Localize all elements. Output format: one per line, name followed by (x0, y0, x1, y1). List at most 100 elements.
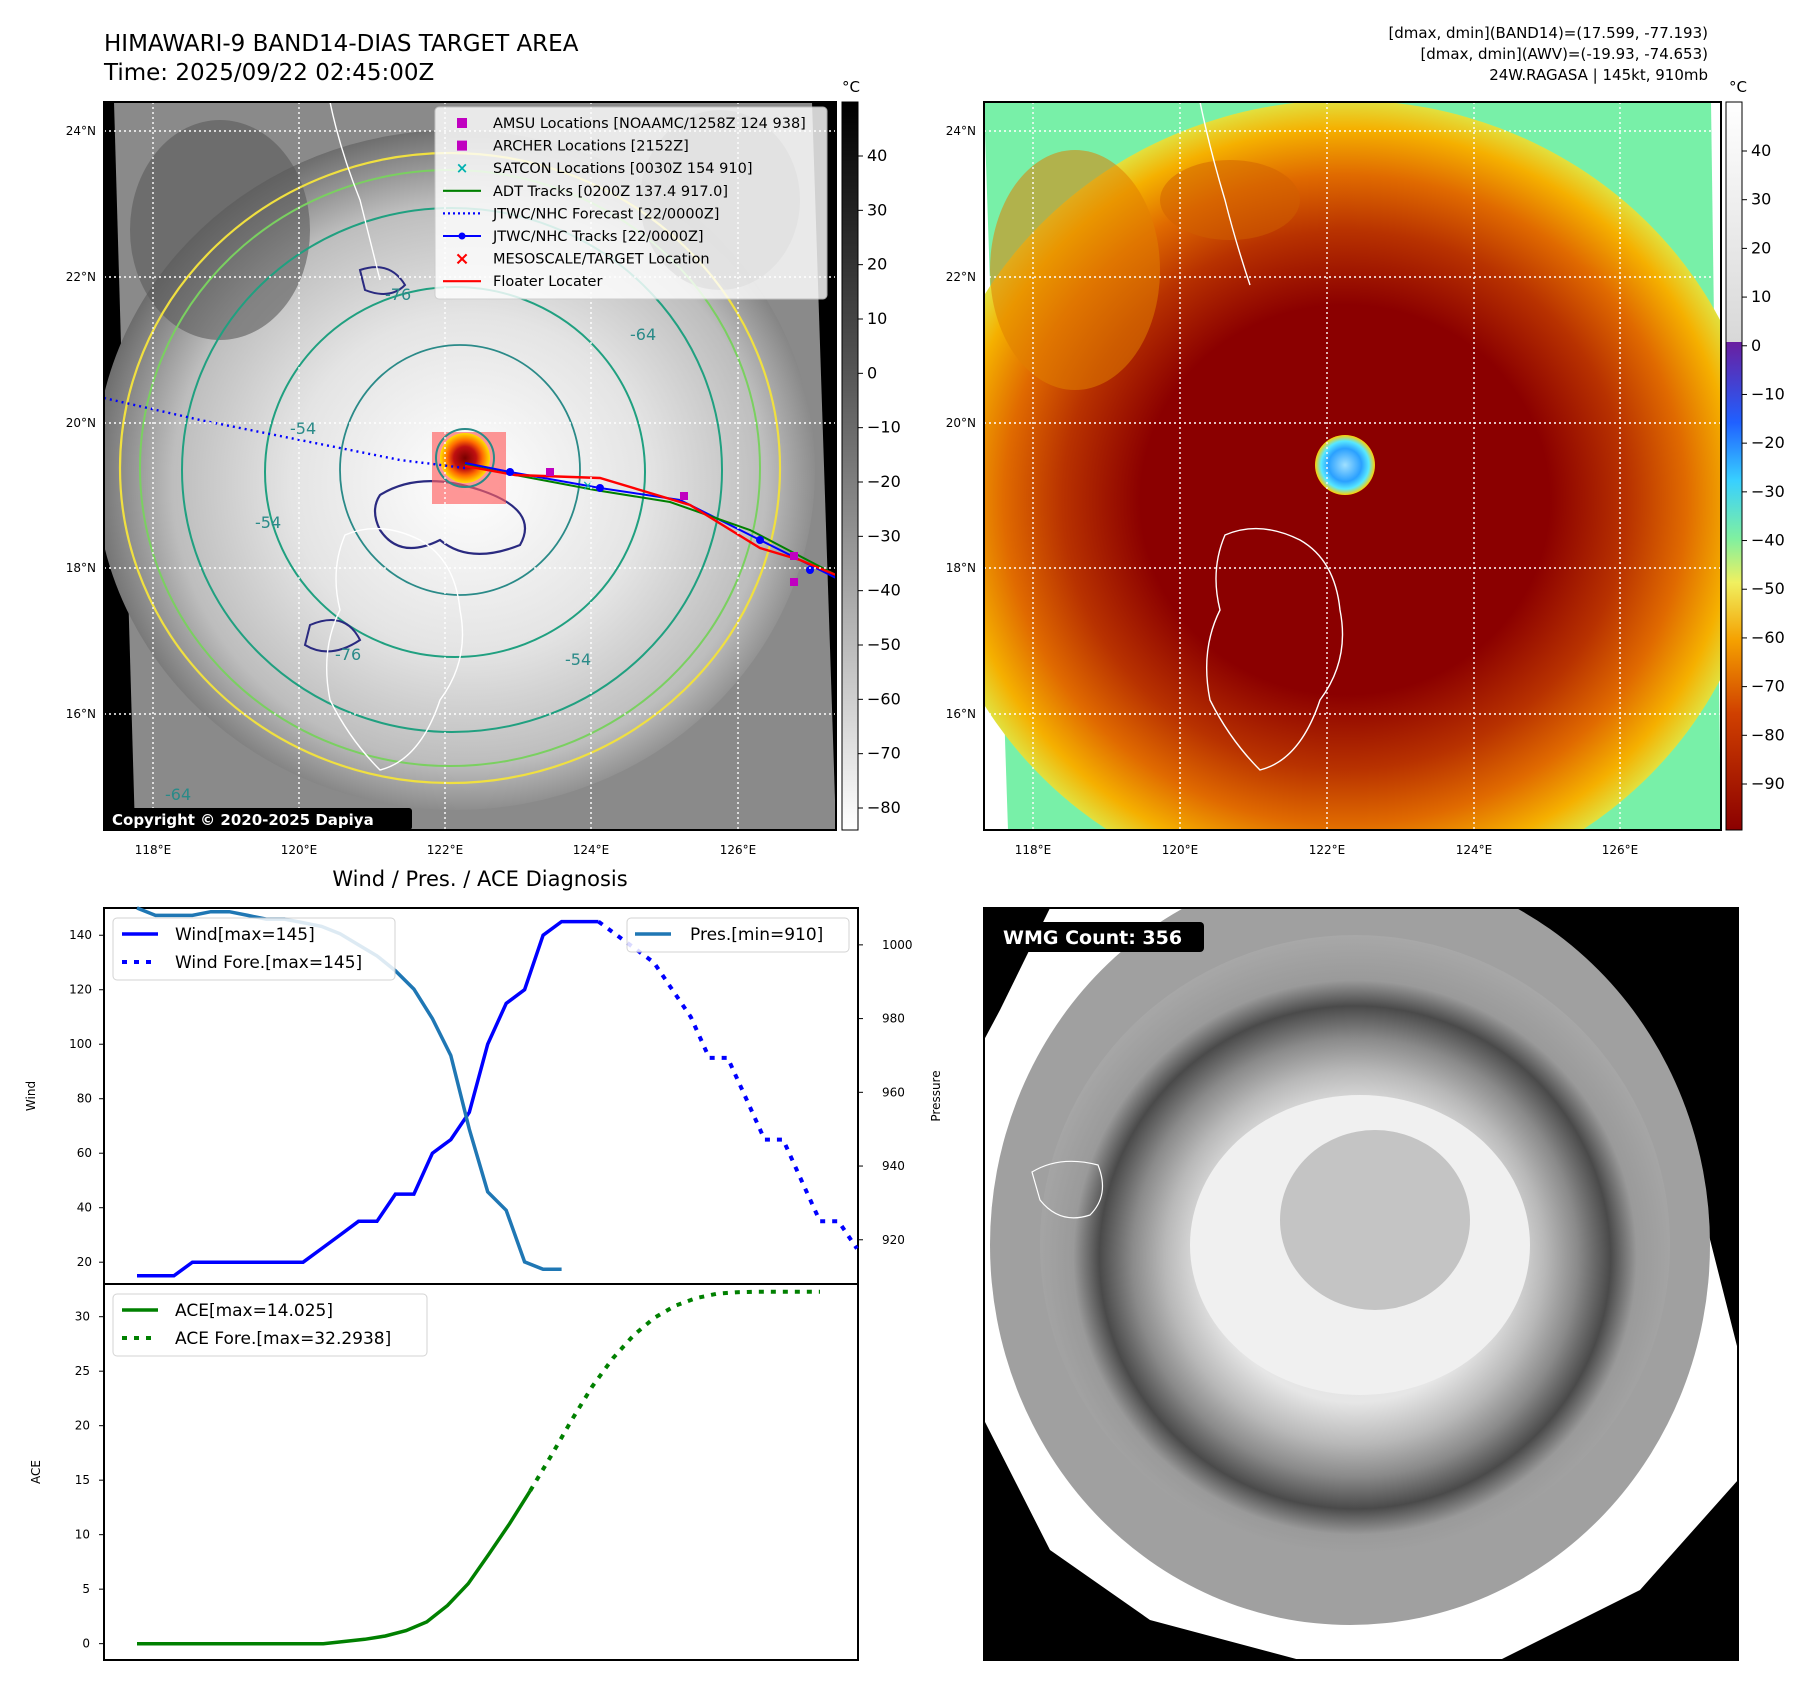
map-legend-label: JTWC/NHC Tracks [22/0000Z] (492, 229, 704, 245)
colorbar-tick-label: 0 (1751, 336, 1761, 355)
wind-tick-label: 100 (69, 1037, 92, 1051)
color-ir-map (983, 101, 1722, 831)
ace-tick-label: 5 (82, 1582, 90, 1596)
gray-colorbar: °C 40 30 20 10 0 −10 −20 −30 −40 −50 −60 −70 −80 (841, 78, 901, 831)
coastline-luzon (326, 527, 464, 771)
lat-tick: 16°N (946, 707, 976, 721)
lon-tick: 126°E (720, 843, 757, 857)
colorbar-tick-label: 10 (1751, 287, 1771, 306)
wind-tick-label: 140 (69, 928, 92, 942)
map-legend-item: JTWC/NHC Tracks [22/0000Z] (443, 229, 704, 245)
ace-tick-label: 0 (82, 1637, 90, 1651)
map-legend-label: ARCHER Locations [2152Z] (493, 139, 689, 155)
legend-marker: × (454, 249, 469, 270)
tl-lat-ticks: 24°N 22°N 20°N 18°N 16°N (66, 124, 96, 721)
legend-marker: × (456, 159, 469, 177)
contour-label: -76 (385, 285, 411, 304)
map-legend-label: JTWC/NHC Forecast [22/0000Z] (492, 206, 719, 222)
contour-navy-south (303, 619, 362, 653)
map-legend-box (434, 106, 828, 300)
ace-tick-label: 20 (75, 1419, 90, 1433)
pressure-tick-label: 1000 (882, 938, 913, 952)
map-legend-label: AMSU Locations [NOAAMC/1258Z 124 938] (493, 116, 806, 132)
contour-teal-inner (339, 344, 581, 596)
lat-tick: 20°N (946, 416, 976, 430)
map-frame (983, 101, 1722, 831)
cloud-gap-nw (130, 120, 310, 340)
ace-tick-label: 10 (75, 1528, 90, 1542)
colorbar-tick-label: 40 (1751, 141, 1771, 160)
copyright-text: Copyright © 2020-2025 Dapiya (112, 811, 374, 829)
map-legend-label: MESOSCALE/TARGET Location (493, 252, 710, 268)
legend-marker-dot (458, 232, 466, 240)
ace-legend-box (112, 1293, 428, 1357)
jtwc-best-track (464, 462, 836, 579)
colorbar-tick-label: −30 (867, 526, 901, 545)
lat-tick: 22°N (946, 270, 976, 284)
lat-tick: 24°N (66, 124, 96, 138)
archer-location-marker (790, 578, 798, 586)
colorbar-tick-label: −10 (1751, 384, 1785, 403)
stats-awv: [dmax, dmin](AWV)=(-19.93, -74.653) (1420, 45, 1708, 63)
pressure-y-ticks: 1000 980 960 940 920 (858, 938, 913, 1247)
coastline-taiwan (1199, 102, 1251, 286)
colorbar-tick-label: 30 (867, 200, 887, 219)
storm-eye-warm (440, 433, 490, 483)
wmg-panel: WMG Count: 356 (983, 907, 1739, 1661)
stats-storm: 24W.RAGASA | 145kt, 910mb (1489, 66, 1708, 84)
colorbar-tick-label: −40 (1751, 531, 1785, 550)
wind-series-line (137, 919, 599, 1278)
map-legend-item: Floater Locater (443, 274, 602, 290)
map-legend-item: × MESOSCALE/TARGET Location (454, 249, 709, 270)
colorbar-tick-label: 40 (867, 146, 887, 165)
wind-tick-label: 80 (77, 1092, 92, 1106)
wind-axis-label: Wind (24, 1081, 38, 1111)
figure-title: HIMAWARI-9 BAND14-DIAS TARGET AREA (104, 31, 579, 57)
color-colorbar: °C 40 30 20 10 0 −10 −20 −30 −40 −50 −60 −70 −80 −90 (1725, 78, 1785, 831)
ace-y-ticks: 30 25 20 15 10 5 0 (75, 1310, 104, 1651)
tl-lon-ticks: 118°E 120°E 122°E 124°E 126°E (135, 843, 757, 857)
wmg-corner-sw (984, 1420, 1300, 1660)
ace-tick-label: 15 (75, 1473, 90, 1487)
contour-labels: -76 -64 -54 -54 -76 -54 -64 (165, 285, 656, 804)
lon-tick: 126°E (1602, 843, 1639, 857)
ace-forecast-legend-label: ACE Fore.[max=32.2938] (175, 1329, 391, 1349)
figure-time: Time: 2025/09/22 02:45:00Z (103, 60, 434, 86)
pressure-legend-label: Pres.[min=910] (690, 925, 823, 945)
colorbar-tick-label: −30 (1751, 482, 1785, 501)
lon-tick: 124°E (573, 843, 610, 857)
ace-forecast-series-line (528, 1289, 820, 1492)
lat-tick: 20°N (66, 416, 96, 430)
map-legend-item: AMSU Locations [NOAAMC/1258Z 124 938] (457, 116, 806, 132)
wind-tick-label: 20 (77, 1255, 92, 1269)
colorbar-tick-label: 10 (867, 309, 887, 328)
wind-legend-box (112, 917, 396, 981)
lon-tick: 118°E (1015, 843, 1052, 857)
wmg-corner-ne (1485, 908, 1738, 1350)
lon-tick: 120°E (1162, 843, 1199, 857)
wmg-corner-se (1500, 1480, 1738, 1660)
map-legend-label: ADT Tracks [0200Z 137.4 917.0] (493, 184, 728, 200)
coastline-luzon (1206, 527, 1344, 771)
colorbar-tick-label: −50 (1751, 579, 1785, 598)
wind-tick-label: 40 (77, 1201, 92, 1215)
rainband-nw (990, 150, 1160, 390)
colorbar-tick-label: −80 (867, 798, 901, 817)
lat-tick: 18°N (66, 561, 96, 575)
wmg-eye (1280, 1130, 1470, 1310)
ace-tick-label: 30 (75, 1310, 90, 1324)
lat-tick: 16°N (66, 707, 96, 721)
color-colorbar-unit: °C (1729, 78, 1747, 96)
jtwc-track-point (756, 536, 764, 544)
contour-label: -54 (565, 650, 591, 669)
copyright-box (106, 808, 412, 830)
colorbar-tick-label: 20 (867, 255, 887, 274)
coastline-taiwan (329, 102, 381, 281)
lon-tick: 120°E (281, 843, 318, 857)
map-frame (103, 101, 837, 831)
contour-label: -54 (290, 419, 316, 438)
colorbar-tick-label: −70 (867, 744, 901, 763)
storm-eye-warm (1315, 435, 1375, 495)
ace-legend-label: ACE[max=14.025] (175, 1301, 333, 1321)
